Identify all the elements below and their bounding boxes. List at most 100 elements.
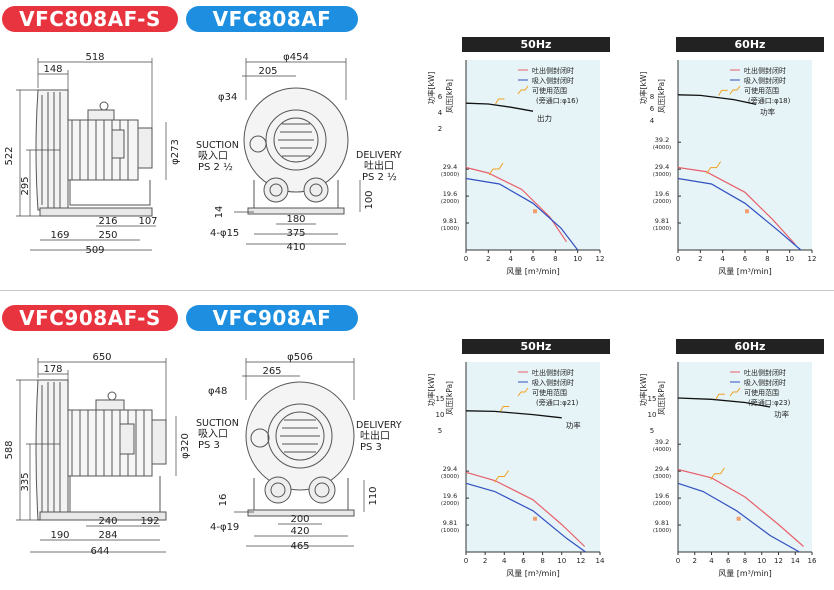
dim-height: 588 (4, 440, 15, 459)
dim-bolt-holes: 4-φ19 (210, 522, 239, 533)
curve-discharge-closed (677, 166, 796, 245)
x-tick-label: 6 (521, 557, 526, 565)
dim-port: φ48 (208, 386, 227, 397)
pressure-tick-sub: (3000) (653, 474, 671, 480)
x-tick-label: 12 (808, 255, 817, 263)
section-divider (0, 290, 834, 291)
x-tick-label: 8 (765, 255, 769, 263)
power-curve-label: 功率 (566, 420, 581, 430)
dim-diameter: φ506 (287, 352, 313, 363)
pressure-tick-sub: (1000) (441, 528, 459, 534)
performance-chart: 0 2 4 6 8 10 12 14 16 39.2(4000) 29.4(3000) 19.6(20… (638, 362, 817, 578)
dim-offset: 205 (258, 66, 277, 77)
legend-swatch-range (729, 85, 741, 95)
dim-port-pitch: 200 (290, 514, 309, 525)
model-badge: VFC808AF (186, 6, 358, 32)
dim-shaft: φ273 (170, 139, 181, 165)
dim-height: 522 (4, 146, 15, 165)
curve-discharge-closed (465, 471, 586, 547)
performance-chart: 0 2 4 6 8 10 12 14 29.4(3000) 19.6(2000) 9.81(1000… (426, 362, 605, 578)
curve-discharge-closed (465, 166, 567, 243)
x-tick-label: 6 (743, 255, 748, 263)
operating-point (736, 516, 741, 521)
curve-power (677, 94, 757, 106)
pressure-tick-sub: (1000) (653, 528, 671, 534)
legend-range: 可使用范围 (744, 388, 779, 397)
suction-label-en: SUCTION (196, 418, 239, 429)
x-tick-label: 12 (774, 557, 783, 565)
power-axis-label: 功率[kW] (426, 374, 436, 407)
side-view-dims: 518 148 522 295 φ273 216 107 169 250 509 (4, 52, 181, 256)
legend-swatch-range (517, 85, 529, 95)
legend-range: 可使用范围 (744, 86, 779, 95)
power-tick-label: 6 (438, 93, 443, 101)
dim-offset: 265 (262, 366, 281, 377)
chart-freq-50hz: 50Hz (462, 339, 610, 354)
dim-bolt-pitch: 420 (290, 526, 309, 537)
range-mark (499, 405, 510, 412)
x-tick-label: 14 (791, 557, 800, 565)
x-tick-label: 12 (576, 557, 585, 565)
dim-overall-length: 650 (92, 352, 111, 363)
chart-freq-60hz: 60Hz (676, 339, 824, 354)
power-tick-label: 6 (650, 105, 655, 113)
x-tick-label: 16 (808, 557, 817, 565)
front-view-drawing: φ454 205 φ34 SUCTION 吸入口 PS 2 ½ DELIVERY… (196, 52, 402, 253)
dim-housing: 178 (43, 364, 62, 375)
operating-point (533, 516, 537, 521)
dim-foot-height: 14 (214, 206, 225, 219)
dim-diameter: φ454 (283, 52, 309, 63)
delivery-label-cn: 吐出口 (360, 429, 390, 442)
x-tick-label: 2 (483, 557, 487, 565)
pressure-tick-sub: (4000) (653, 447, 671, 453)
x-tick-label: 2 (486, 255, 490, 263)
dim-center-height: 295 (20, 176, 31, 195)
pressure-tick-label: 19.6 (655, 492, 669, 500)
power-tick-label: 4 (438, 109, 443, 117)
x-axis-label: 风量 [m³/min] (506, 569, 560, 578)
pressure-tick-label: 9.81 (443, 217, 457, 225)
pressure-tick-sub: (2000) (441, 501, 459, 507)
delivery-size: PS 2 ½ (362, 171, 397, 183)
curve-power (465, 102, 534, 112)
pressure-tick-label: 19.6 (443, 492, 457, 500)
pressure-tick-label: 39.2 (655, 136, 669, 144)
pressure-tick-label: 29.4 (655, 465, 669, 473)
power-axis-label: 功率[kW] (638, 374, 648, 407)
model-badge: VFC908AF (186, 305, 358, 331)
pressure-tick-sub: (3000) (441, 172, 459, 178)
x-tick-label: 4 (508, 255, 513, 263)
pressure-tick-sub: (2000) (653, 199, 671, 205)
dim-port: φ34 (218, 92, 237, 103)
legend-range-note: (旁通口:φ16) (536, 96, 579, 105)
x-tick-label: 0 (676, 255, 680, 263)
curve-discharge-closed (677, 468, 804, 547)
dim-total-base: 644 (90, 546, 109, 557)
curve-power (465, 410, 562, 419)
pressure-tick-sub: (3000) (441, 474, 459, 480)
x-tick-label: 8 (540, 557, 544, 565)
x-tick-label: 0 (464, 557, 468, 565)
curve-suction-closed (677, 482, 800, 553)
dim-bolt-pitch: 375 (286, 228, 305, 239)
x-tick-label: 8 (743, 557, 747, 565)
x-tick-label: 0 (464, 255, 468, 263)
range-mark (495, 98, 505, 105)
legend-blow: 吐出侧封闭时 (744, 66, 786, 75)
dim-foot-1: 169 (50, 230, 69, 241)
suction-label-cn: 吸入口 (198, 429, 228, 440)
legend-blow: 吐出侧封闭时 (532, 368, 574, 377)
pressure-tick-sub: (3000) (653, 172, 671, 178)
x-axis-label: 风量 [m³/min] (506, 267, 560, 276)
range-mark (718, 89, 728, 96)
performance-chart: 0 2 4 6 8 10 12 39.2(4000) 29.4(3000) 19.6(2000) 9… (638, 60, 817, 276)
x-tick-label: 6 (726, 557, 731, 565)
dim-foot-2: 250 (98, 230, 117, 241)
delivery-label-en: DELIVERY (356, 150, 402, 161)
x-tick-label: 10 (573, 255, 582, 263)
dim-base-2: 192 (140, 516, 159, 527)
pressure-tick-label: 9.81 (655, 519, 669, 527)
dim-base-2: 107 (138, 216, 157, 227)
range-mark (488, 162, 504, 176)
power-tick-label: 4 (650, 117, 655, 125)
